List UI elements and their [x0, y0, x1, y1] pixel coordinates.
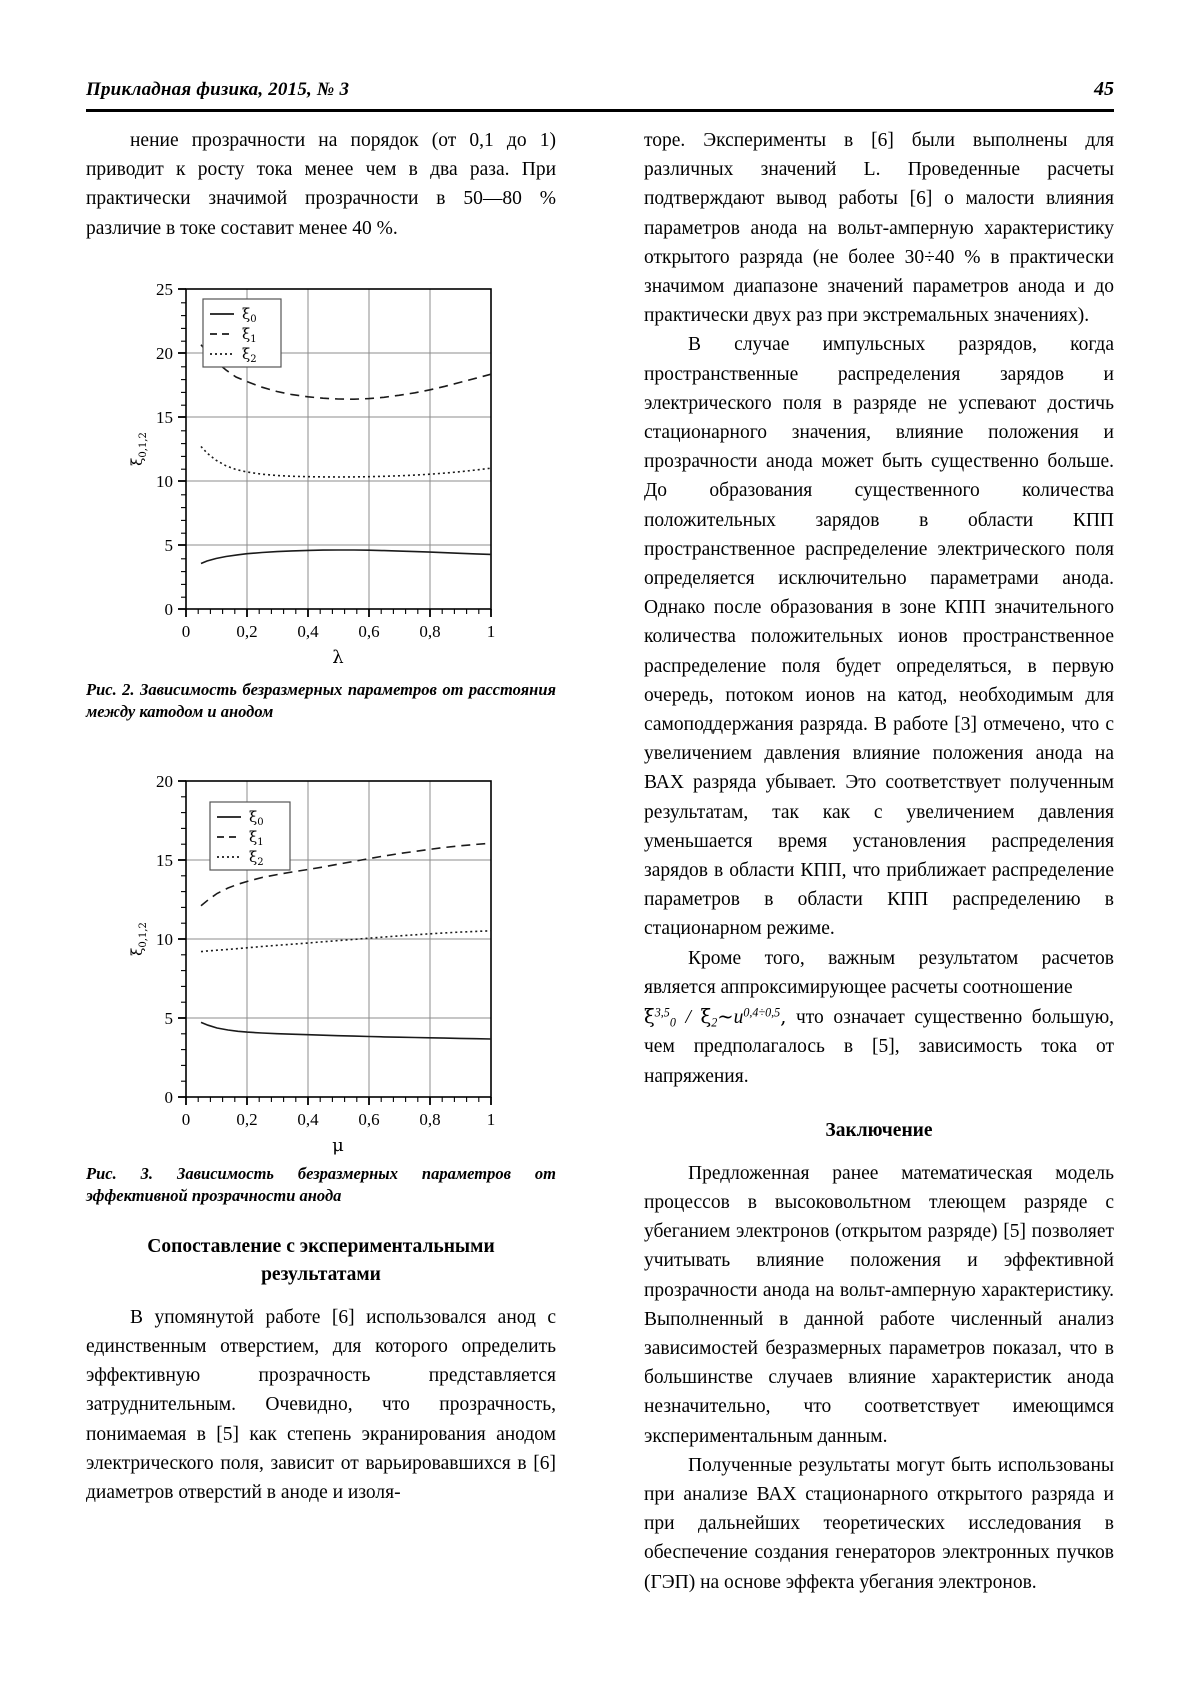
formula-u: u — [733, 1007, 744, 1029]
x-tick-label: 0 — [182, 622, 191, 641]
formula-u-sup: 0,4÷0,5 — [743, 1005, 781, 1020]
left-column: нение прозрачности на порядок (от 0,1 до… — [86, 126, 556, 1507]
y-tick-label: 20 — [156, 344, 173, 363]
y-tick-labels: 25 20 15 10 5 0 — [156, 280, 173, 619]
y-tick-label: 0 — [165, 1088, 174, 1107]
x-tick-labels: 0 0,2 0,4 0,6 0,8 1 — [182, 622, 496, 641]
x-tick-label: 0,2 — [236, 622, 257, 641]
journal-title: Прикладная физика, 2015, № 3 — [86, 79, 350, 100]
y-minor-ticks — [181, 302, 186, 598]
y-tick-label: 15 — [156, 408, 173, 427]
right-paragraph-5: Полученные результаты могут быть использ… — [644, 1454, 1114, 1593]
x-tick-label: 0,6 — [358, 1110, 379, 1129]
right-paragraph-1: торе. Эксперименты в [6] были выполнены … — [644, 130, 1114, 327]
x-tick-label: 0 — [182, 1110, 191, 1129]
x-axis-label: λ — [332, 647, 343, 668]
y-ticks — [178, 287, 186, 610]
y-ticks — [178, 779, 186, 1098]
series-xi0-line — [200, 1021, 492, 1040]
formula-xi0-sub: 0 — [669, 1015, 676, 1030]
x-tick-label: 0,4 — [297, 622, 319, 641]
y-tick-label: 25 — [156, 280, 173, 299]
series-xi2-line — [200, 929, 492, 953]
axis-frame — [185, 288, 492, 610]
x-minor-ticks — [197, 608, 480, 614]
series-group — [200, 842, 492, 1040]
formula-xi0-sup: 3,5 — [654, 1005, 670, 1020]
left-paragraph-2: В упомянутой работе [6] использовался ан… — [86, 1306, 556, 1504]
x-tick-labels: 0 0,2 0,4 0,6 0,8 1 — [182, 1110, 496, 1129]
right-paragraph-2: В случае импульсных разрядов, когда прос… — [644, 334, 1114, 940]
formula-comma: , — [780, 1005, 787, 1029]
inline-formula: ξ3,50 / ξ2~u0,4÷0,5, — [644, 1005, 787, 1030]
x-tick-label: 0,8 — [419, 622, 440, 641]
y-tick-label: 5 — [165, 536, 174, 555]
y-tick-label: 0 — [165, 600, 174, 619]
page-number: 45 — [1094, 78, 1114, 100]
x-minor-ticks — [197, 1096, 480, 1102]
x-ticks — [185, 1096, 492, 1105]
y-minor-ticks — [181, 796, 186, 1082]
x-tick-label: 0,2 — [236, 1110, 257, 1129]
x-ticks — [185, 608, 492, 617]
x-tick-label: 0,8 — [419, 1110, 440, 1129]
y-tick-label: 5 — [165, 1009, 174, 1028]
right-paragraph-4: Предложенная ранее математическая модель… — [644, 1162, 1114, 1447]
series-group — [200, 344, 492, 565]
left-paragraph-1: нение прозрачности на порядок (от 0,1 до… — [86, 130, 556, 239]
x-tick-label: 0,6 — [358, 622, 379, 641]
y-tick-labels: 20 15 10 5 0 — [156, 772, 173, 1107]
formula-slash: / — [685, 1007, 691, 1029]
legend: ξ0 ξ1 ξ2 — [202, 298, 282, 368]
y-tick-label: 15 — [156, 851, 173, 870]
y-tick-label: 10 — [156, 472, 173, 491]
y-tick-label: 10 — [156, 930, 173, 949]
formula-xi2-sub: 2 — [711, 1015, 718, 1030]
right-paragraph-3-before-formula: Кроме того, важным результатом расчетов … — [644, 947, 1114, 998]
figure-3-caption: Рис. 3. Зависимость безразмерных парамет… — [86, 1163, 556, 1205]
formula-tilde: ~ — [717, 1005, 734, 1029]
figure-3: 20 15 10 5 0 0 0,2 0,4 0,6 0,8 1 μ ξ0,1,… — [86, 759, 556, 1159]
right-column: торе. Эксперименты в [6] были выполнены … — [644, 126, 1114, 1597]
figure-3-plot: 20 15 10 5 0 0 0,2 0,4 0,6 0,8 1 μ ξ0,1,… — [128, 772, 496, 1156]
x-tick-label: 1 — [487, 1110, 496, 1129]
right-paragraph-3-after-formula: что означает существенно большую, чем пр… — [644, 1007, 1115, 1087]
figure-2-caption: Рис. 2. Зависимость безразмерных парамет… — [86, 679, 556, 721]
x-tick-label: 1 — [487, 622, 496, 641]
figure-2-plot: 25 20 15 10 5 0 0 0,2 0,4 0,6 0,8 1 λ — [128, 280, 496, 668]
y-tick-label: 20 — [156, 772, 173, 791]
header-divider — [86, 109, 1114, 112]
series-xi1-line — [200, 842, 492, 907]
series-xi0-line — [200, 549, 492, 565]
formula-paragraph: ξ3,50 / ξ2~u0,4÷0,5, что означает сущест… — [644, 1002, 1114, 1091]
x-tick-label: 0,4 — [297, 1110, 319, 1129]
section-heading-comparison: Сопоставление с экспериментальными резул… — [147, 1235, 495, 1285]
legend: ξ0 ξ1 ξ2 — [209, 801, 291, 871]
y-axis-label: ξ0,1,2 — [128, 922, 149, 956]
x-axis-label: μ — [332, 1135, 344, 1156]
section-heading-conclusion: Заключение — [825, 1119, 933, 1141]
y-axis-label: ξ0,1,2 — [128, 432, 149, 466]
series-xi2-line — [200, 445, 492, 478]
figure-2: 25 20 15 10 5 0 0 0,2 0,4 0,6 0,8 1 λ — [86, 267, 556, 675]
running-head: Прикладная физика, 2015, № 3 45 — [86, 78, 1114, 101]
